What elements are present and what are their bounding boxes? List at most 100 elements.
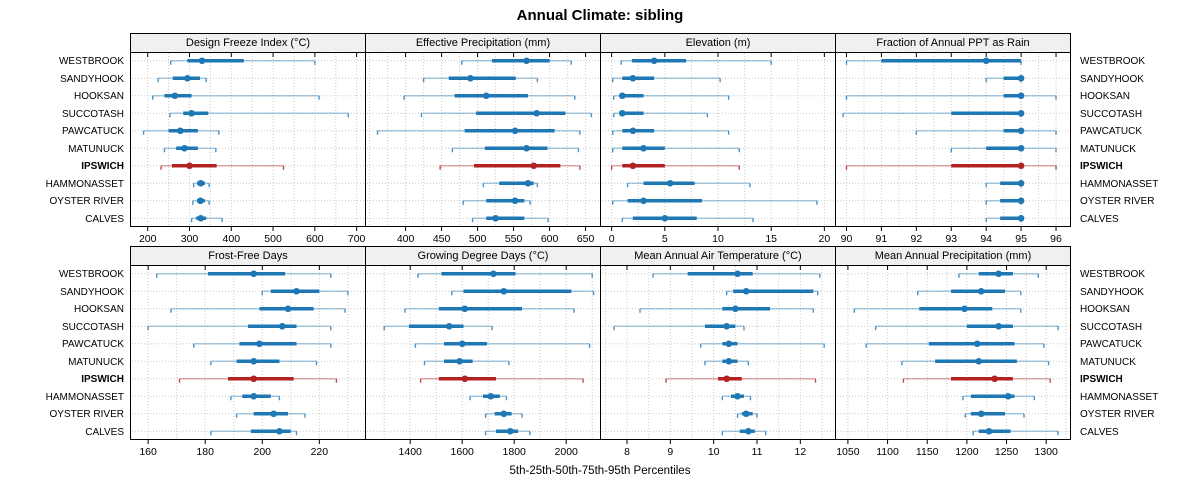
svg-text:700: 700 <box>348 233 366 245</box>
svg-text:9: 9 <box>667 446 673 458</box>
svg-text:96: 96 <box>1050 233 1062 245</box>
station-label: HAMMONASSET <box>1080 391 1159 403</box>
panel-effective-precipitation: Effective Precipitation (mm) 400 450 500 55… <box>365 33 601 246</box>
station-label: MATUNUCK <box>1080 356 1136 368</box>
panels-row-1: Design Freeze Index (°C) 200 300 400 500 600… <box>130 33 1071 246</box>
station-label: SANDYHOOK <box>60 286 124 298</box>
station-label: SANDYHOOK <box>1080 73 1144 85</box>
svg-text:300: 300 <box>181 233 199 245</box>
station-labels-right-row2: WESTBROOK SANDYHOOK HOOKSAN SUCCOTASH PAWCAT… <box>1080 266 1198 441</box>
svg-text:11: 11 <box>752 446 763 458</box>
svg-text:10: 10 <box>708 446 720 458</box>
svg-text:93: 93 <box>945 233 957 245</box>
station-label: CALVES <box>1080 213 1119 225</box>
station-labels-left-row1: WESTBROOK SANDYHOOK HOOKSAN SUCCOTASH PAWCAT… <box>0 53 124 228</box>
station-label: OYSTER RIVER <box>49 196 124 207</box>
station-label: HOOKSAN <box>73 304 124 315</box>
svg-text:20: 20 <box>819 233 831 245</box>
station-label: MATUNUCK <box>1080 143 1136 155</box>
panel-header-mean-annual-air-temperature: Mean Annual Air Temperature (°C) <box>600 246 836 265</box>
station-label: WESTBROOK <box>1080 56 1146 67</box>
panel-header-design-freeze-index: Design Freeze Index (°C) <box>130 33 366 52</box>
station-label: IPSWICH <box>1080 374 1123 385</box>
panel-plot-mean-annual-air-temperature: 8 9 10 11 12 <box>600 265 836 458</box>
svg-text:5: 5 <box>662 233 668 245</box>
station-label: MATUNUCK <box>68 143 124 155</box>
station-label: WESTBROOK <box>58 269 124 280</box>
station-label: WESTBROOK <box>1080 269 1146 280</box>
svg-text:12: 12 <box>794 446 806 458</box>
svg-text:200: 200 <box>139 233 157 245</box>
panel-plot-elevation: 0 5 10 15 20 <box>600 52 836 245</box>
svg-text:650: 650 <box>577 233 595 245</box>
panel-plot-frost-free-days: 160 180 200 220 <box>130 265 366 458</box>
station-labels-left-row2: WESTBROOK SANDYHOOK HOOKSAN SUCCOTASH PAWCAT… <box>0 266 124 441</box>
station-label: HOOKSAN <box>73 91 124 102</box>
svg-text:1150: 1150 <box>916 446 939 458</box>
panel-plot-effective-precipitation: 400 450 500 550 600 650 <box>365 52 601 245</box>
svg-text:1800: 1800 <box>503 446 527 458</box>
station-label: PAWCATUCK <box>1080 126 1143 137</box>
panel-header-frost-free-days: Frost-Free Days <box>130 246 366 265</box>
station-label: IPSWICH <box>1080 161 1123 172</box>
panel-design-freeze-index: Design Freeze Index (°C) 200 300 400 500 600… <box>130 33 366 246</box>
panel-frost-free-days: Frost-Free Days 160 180 200 220 <box>130 246 366 459</box>
station-label: IPSWICH <box>81 161 124 172</box>
svg-text:1050: 1050 <box>836 446 860 458</box>
svg-text:200: 200 <box>254 446 272 458</box>
panel-mean-annual-precipitation: Mean Annual Precipitation (mm) 1050 1100 1… <box>835 246 1071 459</box>
panel-mean-annual-air-temperature: Mean Annual Air Temperature (°C) 8 9 10 11 1… <box>600 246 836 459</box>
station-label: HAMMONASSET <box>45 391 124 403</box>
svg-text:1250: 1250 <box>995 446 1019 458</box>
station-label: PAWCATUCK <box>61 339 124 350</box>
panel-plot-fraction-ppt-rain: 90 91 92 93 94 95 96 <box>835 52 1071 245</box>
panel-plot-design-freeze-index: 200 300 400 500 600 700 <box>130 52 366 245</box>
svg-text:0: 0 <box>609 233 615 245</box>
station-label: SUCCOTASH <box>61 108 124 120</box>
svg-text:400: 400 <box>397 233 415 245</box>
panel-growing-degree-days: Growing Degree Days (°C) 1400 1600 1800 200… <box>365 246 601 459</box>
panel-elevation: Elevation (m) 0 5 10 15 20 <box>600 33 836 246</box>
station-label: HAMMONASSET <box>45 178 124 190</box>
svg-text:91: 91 <box>876 233 888 245</box>
station-label: CALVES <box>85 213 124 225</box>
panel-row-1: WESTBROOK SANDYHOOK HOOKSAN SUCCOTASH PAWCAT… <box>0 33 1200 247</box>
svg-text:90: 90 <box>841 233 853 245</box>
station-label: OYSTER RIVER <box>49 409 124 420</box>
station-label: PAWCATUCK <box>1080 339 1143 350</box>
panel-header-effective-precipitation: Effective Precipitation (mm) <box>365 33 601 52</box>
panel-plot-growing-degree-days: 1400 1600 1800 2000 <box>365 265 601 458</box>
panel-header-fraction-ppt-rain: Fraction of Annual PPT as Rain <box>835 33 1071 52</box>
svg-text:1300: 1300 <box>1035 446 1059 458</box>
svg-text:1600: 1600 <box>451 446 475 458</box>
svg-text:1400: 1400 <box>399 446 423 458</box>
panel-fraction-ppt-rain: Fraction of Annual PPT as Rain 90 91 92 93 9… <box>835 33 1071 246</box>
panel-row-2: WESTBROOK SANDYHOOK HOOKSAN SUCCOTASH PAWCAT… <box>0 246 1200 460</box>
percentiles-caption: 5th-25th-50th-75th-95th Percentiles <box>509 465 691 477</box>
svg-text:8: 8 <box>624 446 630 458</box>
station-label: MATUNUCK <box>68 356 124 368</box>
svg-text:600: 600 <box>541 233 559 245</box>
station-label: SUCCOTASH <box>61 321 124 333</box>
station-label: HOOKSAN <box>1080 91 1131 102</box>
station-label: HOOKSAN <box>1080 304 1131 315</box>
station-label: WESTBROOK <box>58 56 124 67</box>
svg-text:220: 220 <box>311 446 329 458</box>
station-label: OYSTER RIVER <box>1080 409 1155 420</box>
svg-text:15: 15 <box>765 233 777 245</box>
svg-text:160: 160 <box>139 446 157 458</box>
svg-text:2000: 2000 <box>555 446 579 458</box>
svg-text:1100: 1100 <box>876 446 899 458</box>
svg-text:10: 10 <box>712 233 724 245</box>
panel-header-elevation: Elevation (m) <box>600 33 836 52</box>
svg-text:450: 450 <box>433 233 451 245</box>
station-label: IPSWICH <box>81 374 124 385</box>
station-label: OYSTER RIVER <box>1080 196 1155 207</box>
svg-text:180: 180 <box>196 446 214 458</box>
panel-header-growing-degree-days: Growing Degree Days (°C) <box>365 246 601 265</box>
station-label: CALVES <box>85 426 124 438</box>
station-labels-right-row1: WESTBROOK SANDYHOOK HOOKSAN SUCCOTASH PAWCAT… <box>1080 53 1198 228</box>
panels-row-2: Frost-Free Days 160 180 200 220 Growing Deg… <box>130 246 1071 459</box>
station-label: SANDYHOOK <box>1080 286 1144 298</box>
